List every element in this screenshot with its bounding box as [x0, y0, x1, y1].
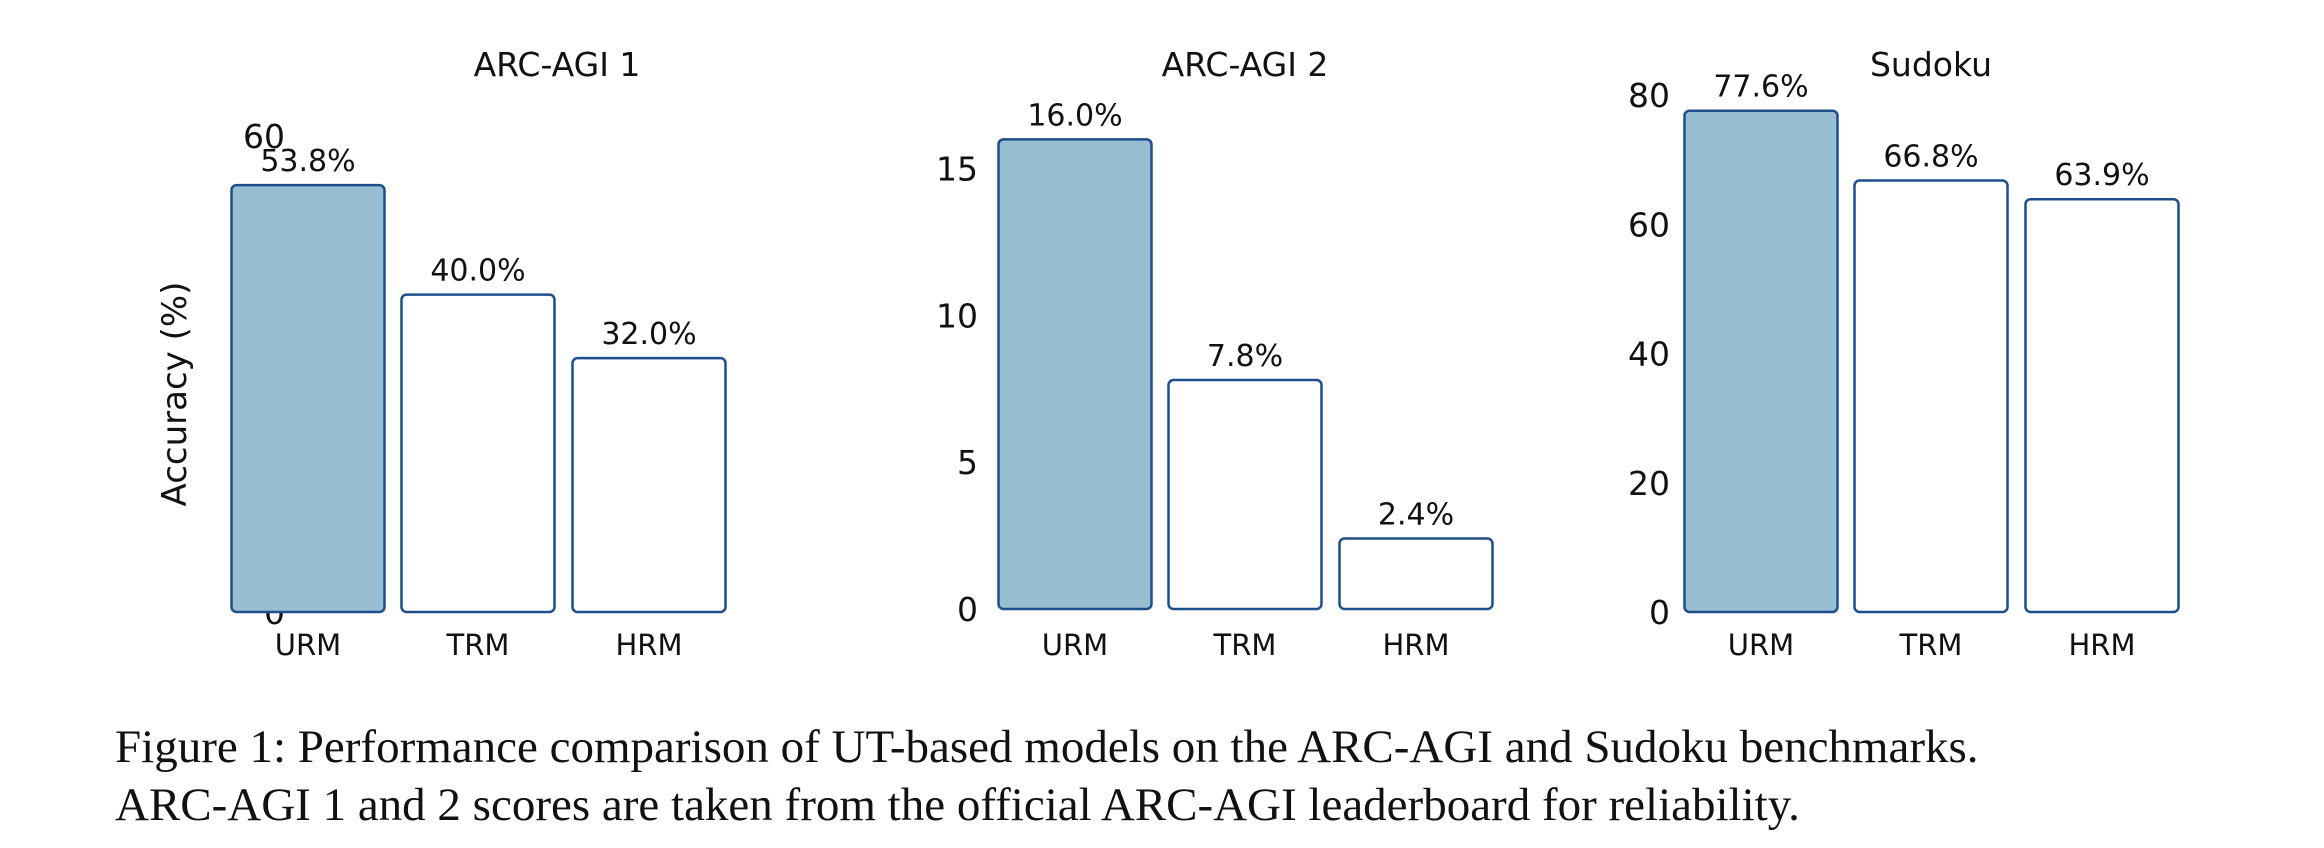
caption-line-1: Figure 1: Performance comparison of UT-b… [115, 721, 1979, 773]
y-tick-label: 20 [1628, 464, 1670, 503]
category-label: URM [1728, 628, 1794, 662]
category-label: HRM [1383, 628, 1450, 662]
value-label: 40.0% [430, 254, 525, 289]
bar-hrm [571, 356, 727, 614]
category-label: TRM [446, 628, 510, 662]
category-label: HRM [616, 628, 683, 662]
y-tick-label: 40 [1628, 335, 1670, 374]
value-label: 77.6% [1713, 70, 1808, 105]
value-label: 7.8% [1207, 339, 1283, 374]
bar-urm [997, 138, 1153, 611]
y-tick-label: 10 [936, 296, 978, 335]
value-label: 53.8% [260, 144, 355, 179]
category-label: TRM [1213, 628, 1277, 662]
bar-charts: ARC-AGI 1 0 20 40 60 Accuracy (%) 53.8% URM 40.0… [155, 45, 2180, 662]
category-label: TRM [1899, 628, 1963, 662]
bar-urm [230, 183, 386, 614]
y-axis-label: Accuracy (%) [155, 282, 195, 507]
caption-line-2: ARC-AGI 1 and 2 scores are taken from th… [115, 779, 1800, 831]
value-label: 16.0% [1027, 98, 1122, 133]
bar-urm [1683, 109, 1839, 614]
y-tick-label: 5 [957, 443, 978, 482]
bar-trm [400, 293, 556, 614]
bar-hrm [1338, 537, 1494, 611]
category-label: URM [275, 628, 341, 662]
value-label: 66.8% [1883, 139, 1978, 174]
figure-caption: Figure 1: Performance comparison of UT-b… [115, 718, 2265, 834]
bar-trm [1167, 378, 1323, 611]
chart-title-2: ARC-AGI 2 [1162, 45, 1329, 84]
chart-title-1: ARC-AGI 1 [474, 45, 641, 84]
y-tick-label: 0 [1649, 593, 1670, 632]
value-label: 2.4% [1378, 498, 1454, 533]
value-label: 32.0% [601, 317, 696, 352]
category-label: HRM [2069, 628, 2136, 662]
y-tick-label: 15 [936, 150, 978, 189]
chart-title-3: Sudoku [1870, 45, 1992, 84]
bar-trm [1853, 179, 2009, 614]
category-label: URM [1042, 628, 1108, 662]
y-tick-label: 80 [1628, 76, 1670, 115]
bar-hrm [2024, 197, 2180, 614]
y-tick-label: 60 [243, 117, 285, 156]
value-label: 63.9% [2054, 158, 2149, 193]
y-tick-label: 60 [1628, 205, 1670, 244]
y-tick-label: 0 [957, 590, 978, 629]
